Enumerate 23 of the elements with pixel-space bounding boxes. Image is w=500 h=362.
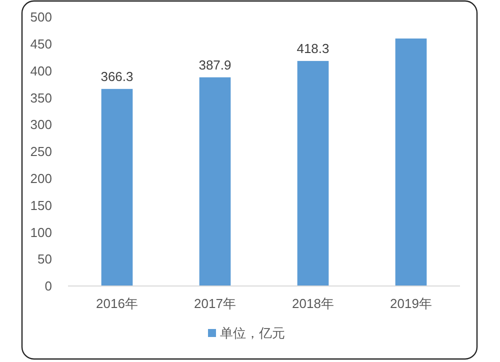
y-tick-label: 500 [30,10,52,25]
y-tick-label: 400 [30,63,52,78]
y-tick-label: 100 [30,224,52,240]
bar [101,88,133,286]
x-tick-label: 2018年 [292,296,334,311]
y-tick-label: 200 [30,170,52,186]
y-tick-label: 350 [30,90,52,106]
bar [199,77,231,286]
bar [297,60,329,286]
data-label: 387.9 [198,57,232,72]
y-tick-label: 450 [30,36,52,52]
y-tick-label: 0 [44,278,52,294]
y-tick-label: 300 [30,117,52,132]
legend-label: 单位，亿元 [220,326,285,341]
x-tick-label: 2019年 [390,296,432,311]
y-tick-label: 250 [30,144,52,160]
data-label: 418.3 [296,40,330,56]
bar [395,38,427,286]
data-label: 366.3 [100,68,134,84]
x-tick-label: 2016年 [96,296,138,311]
y-tick-label: 150 [30,198,52,213]
y-tick-label: 50 [38,252,52,267]
x-tick-label: 2017年 [194,296,236,311]
